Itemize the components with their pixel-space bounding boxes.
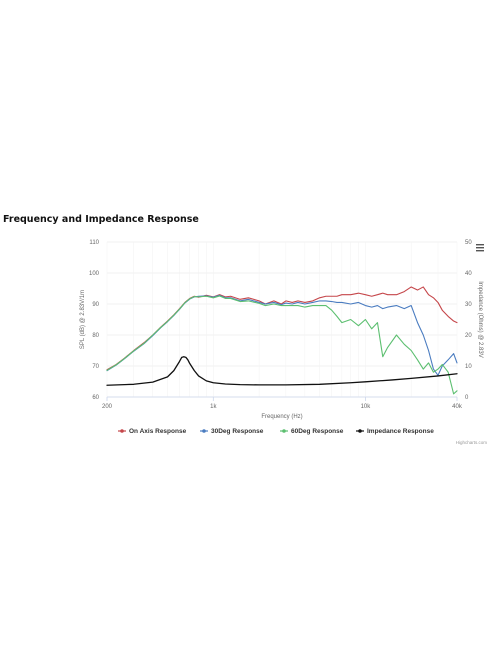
- legend-marker: [202, 429, 206, 433]
- grid: [106, 241, 458, 398]
- left-tick-label: 80: [92, 333, 99, 339]
- right-tick-label: 50: [465, 240, 472, 246]
- left-tick-label: 90: [92, 302, 99, 308]
- legend-item-60deg-response[interactable]: 60Deg Response: [280, 428, 344, 435]
- x-tick-label: 40k: [452, 404, 463, 410]
- series-line-impedance-response: [106, 356, 458, 386]
- series-layer: [106, 286, 458, 395]
- axes-layer: 60 70 80 90 100 110 0 10 20 30 40 50 200 1k 10k 40k Freq…: [80, 240, 483, 420]
- chart-title: Frequency and Impedance Response: [3, 214, 199, 225]
- right-tick-label: 30: [465, 302, 472, 308]
- y-axis-title-left: SPL (dB) @ 2.83V/1m: [80, 290, 86, 349]
- right-tick-label: 40: [465, 271, 472, 277]
- left-tick-label: 70: [92, 364, 99, 370]
- right-tick-label: 20: [465, 333, 472, 339]
- y-axis-title-right: Impedance (Ohms) @ 2.83V: [477, 281, 483, 357]
- x-tick-label: 200: [102, 404, 113, 410]
- x-tick-label: 1k: [210, 404, 217, 410]
- left-tick-label: 100: [89, 271, 100, 277]
- hamburger-icon[interactable]: [476, 244, 484, 252]
- legend-label: 60Deg Response: [291, 428, 344, 435]
- credits-label: Highcharts.com: [456, 440, 488, 445]
- legend-item-impedance-response[interactable]: Impedance Response: [356, 428, 434, 435]
- legend-label: 30Deg Response: [211, 428, 264, 435]
- series-line-60deg-response: [106, 295, 458, 395]
- right-tick-label: 0: [465, 395, 469, 401]
- legend-marker: [358, 429, 362, 433]
- legend-marker: [282, 429, 286, 433]
- legend: On Axis Response 30Deg Response 60Deg Resp…: [118, 428, 434, 435]
- x-axis-title: Frequency (Hz): [261, 414, 302, 420]
- legend-label: On Axis Response: [129, 428, 187, 435]
- series-line-30deg-response: [106, 294, 458, 376]
- x-tick-label: 10k: [361, 404, 372, 410]
- legend-item-30deg-response[interactable]: 30Deg Response: [200, 428, 264, 435]
- legend-item-on-axis-response[interactable]: On Axis Response: [118, 428, 187, 435]
- left-tick-label: 110: [89, 240, 99, 246]
- legend-label: Impedance Response: [367, 428, 434, 435]
- right-tick-label: 10: [465, 364, 472, 370]
- left-tick-label: 60: [92, 395, 99, 401]
- chart-svg: 60 70 80 90 100 110 0 10 20 30 40 50 200 1k 10k 40k Freq…: [80, 240, 488, 445]
- legend-marker: [120, 429, 124, 433]
